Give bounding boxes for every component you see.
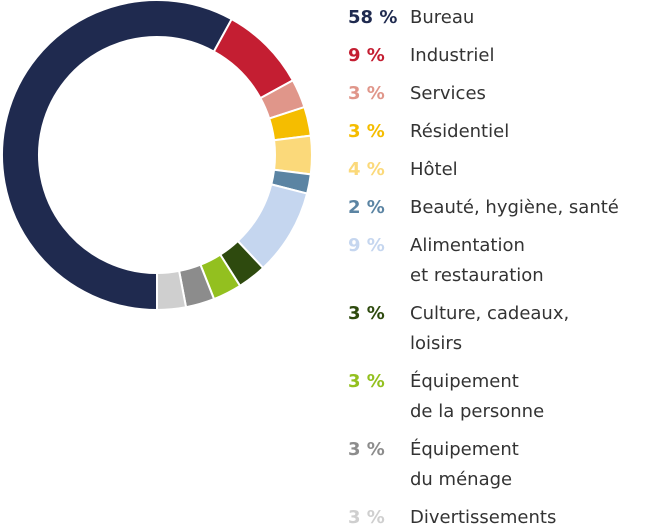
legend-item: 3 % Divertissements [0,503,653,532]
donut-segment [1,0,234,312]
value-label: 9 % [348,45,385,66]
legend-item: 3 % Équipement de la personne [0,367,653,427]
legend-label: Industriel [410,45,495,66]
legend: 58 % Bureau 9 % Industriel 3 % Services 3 % Rés… [0,3,653,532]
value-label: 58 % [348,7,398,28]
value-label: 3 % [348,439,385,460]
legend-label: Bureau [410,7,475,28]
donut-chart [1,0,313,312]
legend-item: 3 % Services [0,79,653,109]
value-label: 4 % [348,159,385,180]
legend-item: 9 % Industriel [0,41,653,71]
value-label: 3 % [348,121,385,142]
legend-label: Résidentiel [410,121,510,142]
legend-item: 3 % Équipement du ménage [0,435,653,495]
value-label: 9 % [348,235,385,256]
value-label: 3 % [348,83,385,104]
legend-label: Hôtel [410,159,458,180]
legend-label: Équipement du ménage [410,439,519,490]
legend-item: 9 % Alimentation et restauration [0,231,653,291]
legend-label: Services [410,83,486,104]
legend-item: 3 % Résidentiel [0,117,653,147]
donut-segment [156,269,188,312]
value-label: 3 % [348,507,385,528]
legend-item: 3 % Culture, cadeaux, loisirs [0,299,653,359]
legend-label: Beauté, hygiène, santé [410,197,619,218]
legend-item: 58 % Bureau [0,3,653,33]
legend-label: Équipement de la personne [410,371,545,422]
value-label: 2 % [348,197,385,218]
legend-label: Alimentation et restauration [410,235,544,286]
value-label: 3 % [348,371,385,392]
value-label: 3 % [348,303,385,324]
legend-item: 2 % Beauté, hygiène, santé [0,193,653,223]
legend-item: 4 % Hôtel [0,155,653,185]
legend-label: Divertissements [410,507,557,528]
legend-label: Culture, cadeaux, loisirs [410,303,570,354]
